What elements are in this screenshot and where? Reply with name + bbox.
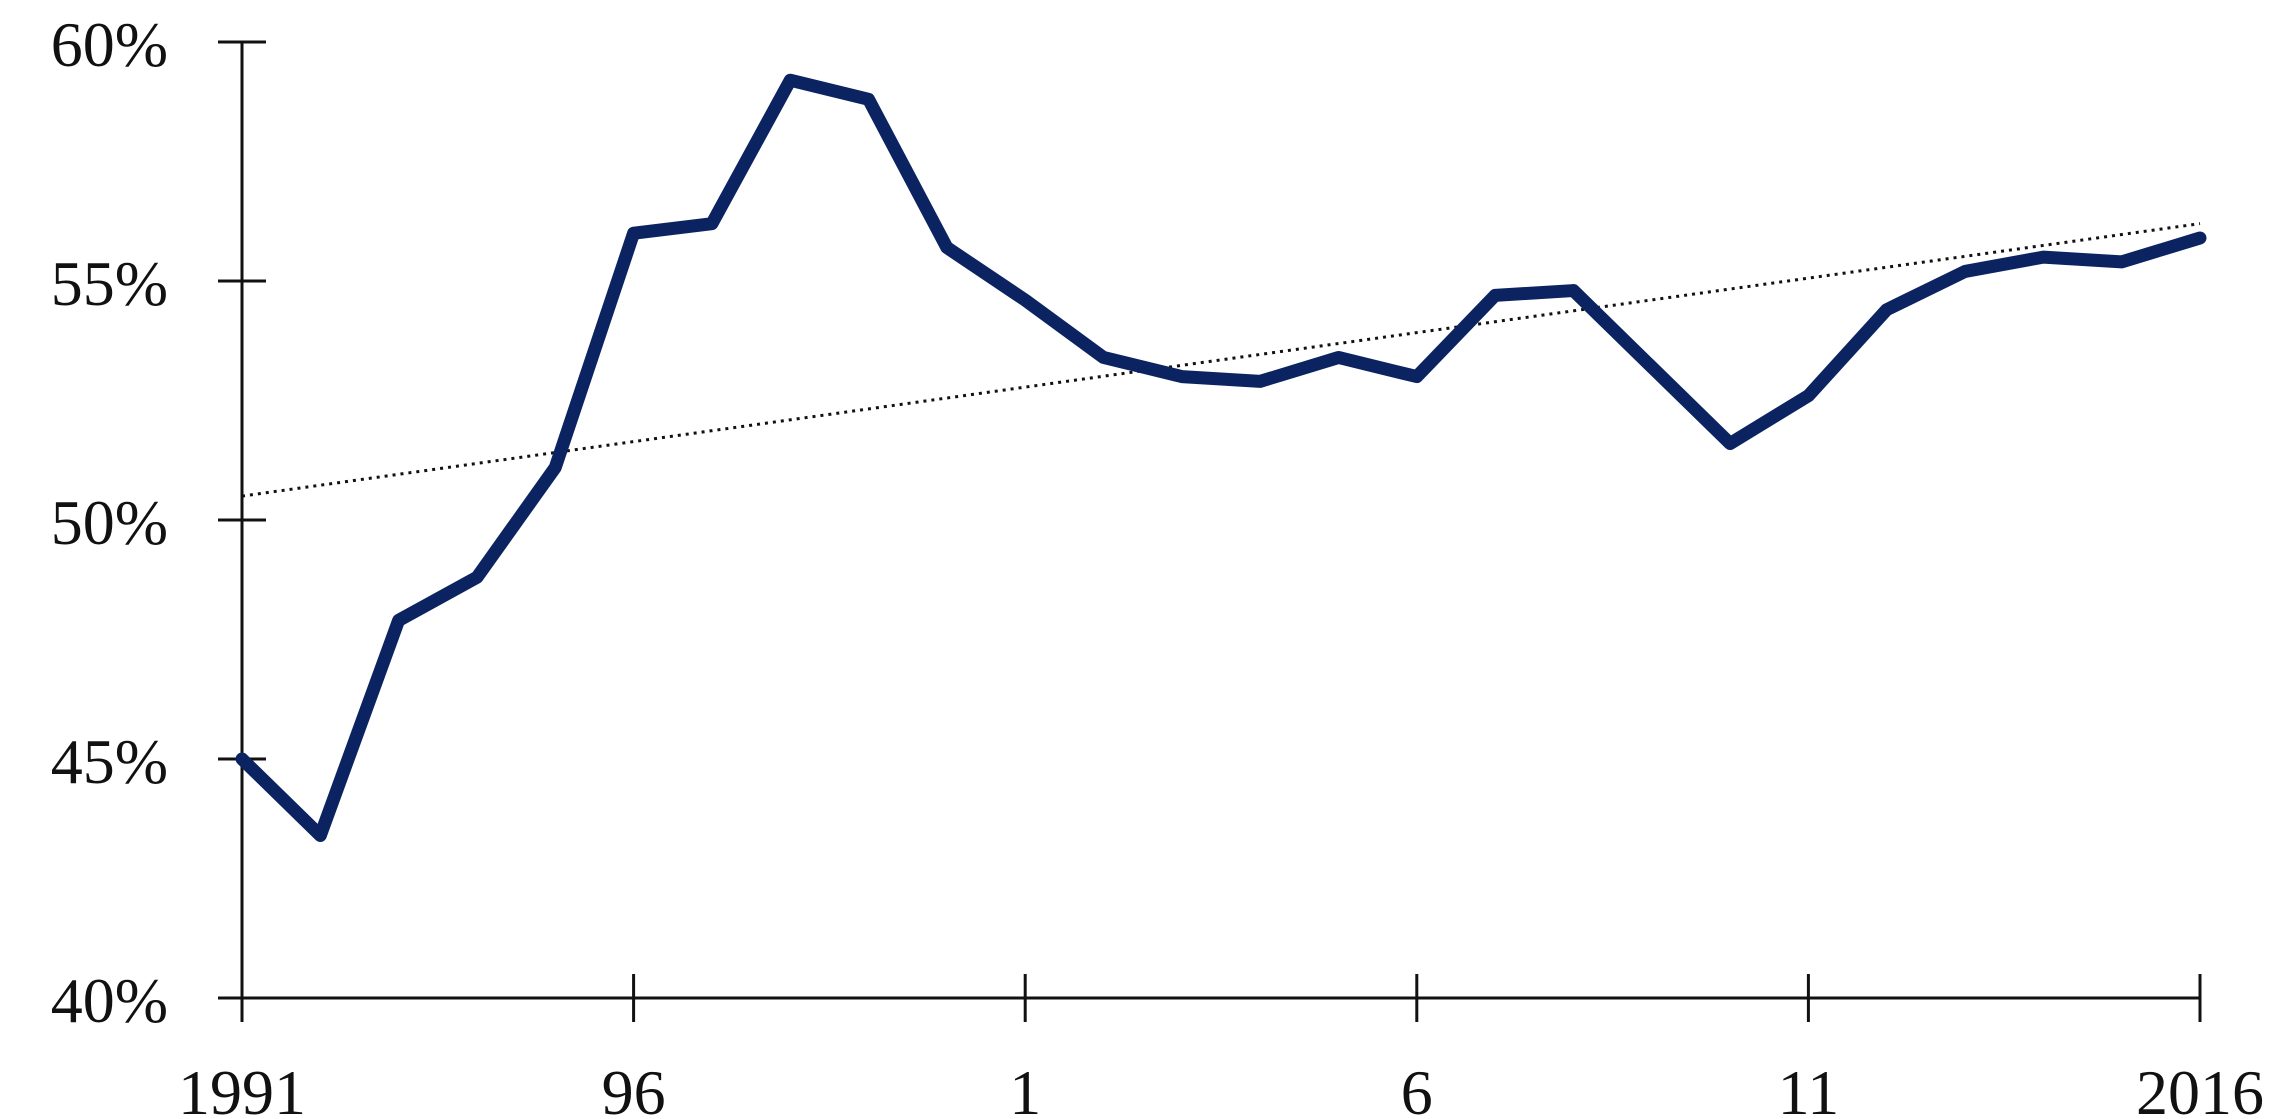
x-tick-label: 1: [1009, 1057, 1041, 1119]
x-tick-label: 96: [602, 1057, 666, 1119]
data-point: [710, 222, 713, 225]
data-point: [2199, 236, 2201, 239]
data-point: [475, 576, 478, 579]
data-point: [1964, 270, 1967, 273]
y-tick-label: 55%: [51, 248, 168, 319]
data-point: [1337, 356, 1340, 359]
data-point: [1807, 394, 1810, 397]
y-tick-label: 45%: [51, 726, 168, 797]
data-point: [241, 758, 243, 760]
x-tick-label: 6: [1401, 1057, 1433, 1119]
x-axis-ticks: [240, 974, 2202, 1022]
data-point: [632, 232, 635, 235]
data-point: [2042, 256, 2045, 259]
series-line: [235, 73, 2207, 842]
data-point: [867, 98, 870, 101]
series-group: [235, 73, 2207, 842]
data-point: [1180, 375, 1183, 378]
data-point: [319, 834, 322, 837]
x-tick-label: 1991: [178, 1057, 306, 1119]
data-point: [1102, 356, 1105, 359]
data-point: [1650, 366, 1653, 369]
y-tick-label: 50%: [51, 487, 168, 558]
y-tick-label: 40%: [51, 965, 168, 1036]
x-axis-tick-labels: 1991 96 1 6 11 2016: [178, 1057, 2264, 1119]
plot-area: 40% 45% 50% 55% 60% 1991 96 1 6 11 2016: [51, 9, 2264, 1119]
trendline: [241, 222, 2201, 498]
x-tick-label: 2016: [2136, 1057, 2264, 1119]
data-point: [1494, 294, 1497, 297]
data-point: [1885, 308, 1888, 311]
data-point: [1259, 380, 1262, 383]
x-tick-label: 11: [1778, 1057, 1840, 1119]
data-point: [1572, 289, 1575, 292]
y-tick-label: 60%: [51, 9, 168, 80]
data-point: [397, 619, 400, 622]
data-point: [2120, 260, 2123, 263]
data-point: [1415, 375, 1418, 378]
y-axis-tick-labels: 40% 45% 50% 55% 60%: [51, 9, 168, 1036]
data-point: [1024, 299, 1027, 302]
data-point: [1729, 442, 1732, 445]
data-point: [945, 246, 948, 249]
data-point: [554, 466, 557, 469]
data-point: [789, 79, 792, 82]
